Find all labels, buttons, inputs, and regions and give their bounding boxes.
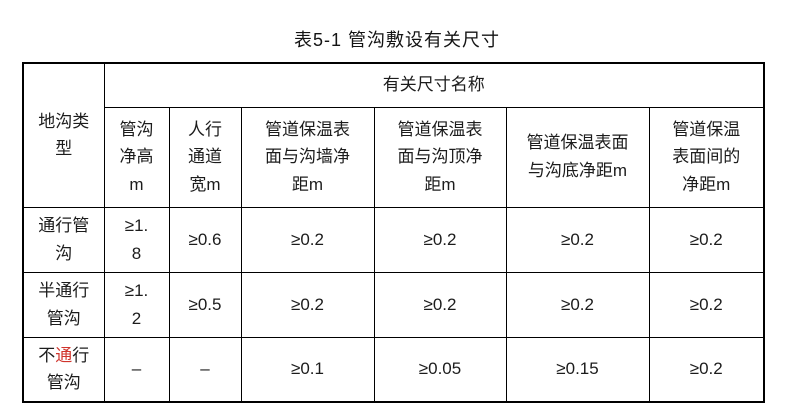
row-header-red-char: 通 [55, 345, 73, 365]
column-header-cell: 管道保温 表面间的 净距m [648, 106, 765, 208]
value-cell: ≥0.2 [505, 206, 650, 273]
value-cell: ≥0.1 [240, 336, 375, 403]
column-header-cell: 管道保温表面 与沟底净距m [505, 106, 650, 208]
value-cell: ≥0.2 [240, 271, 375, 338]
column-header-cell: 管道保温表 面与沟墙净 距m [240, 106, 375, 208]
table-row: 不通行 管沟 – – ≥0.1 ≥0.05 ≥0.15 ≥0.2 [22, 336, 765, 403]
value-cell: ≥0.5 [168, 271, 242, 338]
table-row: 地沟类 型 有关尺寸名称 [22, 62, 765, 208]
group-header-cell: 有关尺寸名称 [103, 62, 765, 108]
value-cell: ≥0.2 [240, 206, 375, 273]
value-cell: ≥0.2 [373, 206, 507, 273]
value-cell: ≥1. 2 [103, 271, 170, 338]
value-cell: ≥0.6 [168, 206, 242, 273]
row-header-cell: 不通行 管沟 [22, 336, 105, 403]
table-container: 地沟类 型 有关尺寸名称 管沟 净高 m 人行 通道 宽m 管道保温表 面与沟墙… [22, 62, 765, 403]
column-header-cell: 人行 通道 宽m [168, 106, 242, 208]
value-cell: ≥0.2 [505, 271, 650, 338]
row-header-text: 不 [38, 345, 56, 365]
value-cell: – [103, 336, 170, 403]
value-cell: ≥0.2 [648, 271, 765, 338]
column-header-cell: 管道保温表 面与沟顶净 距m [373, 106, 507, 208]
table-title: 表5-1 管沟敷设有关尺寸 [293, 30, 501, 50]
row-header-cell: 通行管 沟 [22, 206, 105, 273]
value-cell: ≥0.05 [373, 336, 507, 403]
column-header-cell: 管沟 净高 m [103, 106, 170, 208]
table-row: 通行管 沟 ≥1. 8 ≥0.6 ≥0.2 ≥0.2 ≥0.2 ≥0.2 [22, 206, 765, 273]
trench-dimensions-table: 地沟类 型 有关尺寸名称 管沟 净高 m 人行 通道 宽m 管道保温表 面与沟墙… [22, 62, 765, 403]
table-row: 半通行 管沟 ≥1. 2 ≥0.5 ≥0.2 ≥0.2 ≥0.2 ≥0.2 [22, 271, 765, 338]
corner-header-cell: 地沟类 型 [22, 62, 105, 208]
value-cell: ≥0.2 [648, 336, 765, 403]
value-cell: ≥0.15 [505, 336, 650, 403]
value-cell: ≥1. 8 [103, 206, 170, 273]
value-cell: ≥0.2 [648, 206, 765, 273]
row-header-text: 行 管沟 [46, 345, 90, 393]
value-cell: ≥0.2 [373, 271, 507, 338]
table-row: 管沟 净高 m 人行 通道 宽m 管道保温表 面与沟墙净 距m 管道保温表 面与… [23, 106, 765, 208]
value-cell: – [168, 336, 242, 403]
row-header-cell: 半通行 管沟 [22, 271, 105, 338]
